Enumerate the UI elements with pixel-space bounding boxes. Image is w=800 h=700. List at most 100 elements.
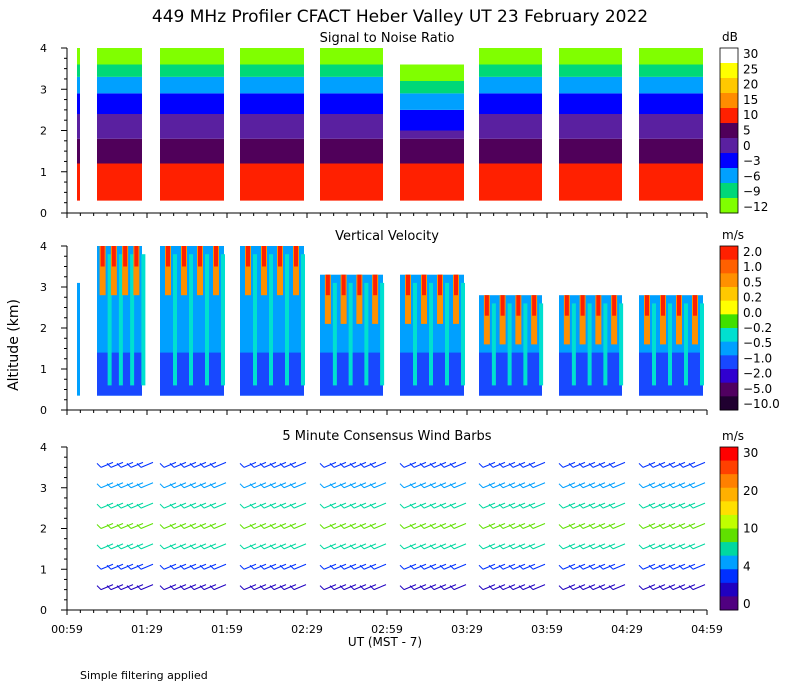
wind-barb-flag	[668, 544, 674, 550]
wind-barb	[532, 482, 546, 489]
snr-strip-cell	[77, 64, 80, 77]
wind-barb	[343, 523, 357, 529]
wind-barb-flag	[319, 544, 325, 550]
wind-barb-flag	[136, 564, 142, 570]
wind-barb-flag	[106, 564, 112, 570]
wind-barb-flag	[279, 483, 285, 489]
wind-barb	[323, 461, 337, 468]
wind-barb-flag	[259, 564, 265, 570]
wind-barb	[413, 461, 427, 468]
wind-barb	[453, 502, 467, 509]
snr-cell	[240, 64, 304, 77]
wind-barb-flag	[329, 524, 335, 529]
wind-barb	[413, 563, 427, 570]
wind-barb-flag	[638, 463, 644, 468]
wind-barb-flag	[429, 483, 435, 489]
wind-barb	[492, 523, 506, 529]
velocity-cell	[571, 303, 576, 386]
snr-cell	[559, 76, 622, 94]
updraft-cell	[340, 274, 347, 324]
wind-barb	[130, 563, 144, 570]
snr-strip-cell	[77, 114, 80, 139]
colorbar-swatch	[720, 460, 738, 475]
wind-barb	[373, 461, 387, 468]
wind-barb-flag	[359, 463, 365, 468]
wind-barb-flag	[249, 463, 255, 468]
snr-cell	[320, 163, 383, 201]
wind-barb	[662, 543, 676, 550]
wind-barb-flag	[169, 463, 175, 468]
wind-barb-flag	[498, 585, 504, 590]
colorbar-label: 2.0	[743, 245, 762, 259]
velocity-cell	[491, 303, 496, 386]
wind-barb	[130, 482, 144, 489]
velocity-cell	[429, 282, 433, 386]
wind-barb-flag	[568, 524, 574, 529]
snr-cell	[559, 138, 622, 164]
wind-barb-flag	[528, 463, 534, 468]
wind-barb	[253, 461, 267, 468]
wind-barb	[522, 482, 536, 489]
wind-barb	[173, 584, 187, 591]
updraft-cell	[133, 246, 140, 296]
wind-barb-flag	[399, 585, 405, 590]
updraft-cell	[644, 295, 650, 345]
wind-barb	[353, 502, 367, 509]
plot-area	[77, 48, 703, 201]
snr-cell	[559, 64, 622, 77]
wind-barb	[140, 584, 154, 591]
wind-barb	[130, 584, 144, 591]
snr-cell	[240, 76, 304, 94]
updraft-cell	[111, 246, 116, 267]
wind-barb	[572, 584, 586, 591]
wind-barb-flag	[508, 503, 514, 509]
y-tick-label: 1	[40, 563, 47, 576]
wind-barb	[642, 523, 656, 529]
wind-barb-flag	[249, 503, 255, 509]
colorbar-swatch	[720, 259, 738, 274]
wind-barb	[433, 584, 447, 591]
wind-barb-flag	[638, 483, 644, 489]
wind-barb-flag	[269, 463, 275, 468]
y-tick-label: 3	[40, 281, 47, 294]
wind-barb-flag	[116, 524, 122, 529]
wind-barb-flag	[189, 524, 195, 529]
wind-barb	[692, 523, 706, 529]
wind-barb	[253, 563, 267, 570]
wind-barb-flag	[449, 564, 455, 570]
wind-barb-flag	[179, 524, 185, 529]
colorbar-label: −3	[743, 154, 761, 168]
wind-barb	[193, 482, 207, 489]
colorbar: m/s 2.01.00.5 0.20.0−0.2−0.5−1.0 −2.0−5.0−1…	[719, 228, 780, 411]
wind-barb-flag	[498, 463, 504, 468]
wind-barb	[443, 543, 457, 550]
wind-barb	[562, 543, 576, 550]
velocity-cell	[118, 254, 123, 386]
wind-barb-flag	[96, 544, 102, 550]
snr-cell	[97, 76, 142, 94]
wind-barb	[662, 502, 676, 509]
footnote: Simple filtering applied	[80, 669, 208, 682]
velocity-cell	[205, 254, 209, 386]
wind-barb-flag	[116, 463, 122, 468]
wind-barb	[283, 543, 297, 550]
snr-cell	[639, 64, 703, 77]
updraft-cell	[516, 295, 521, 316]
colorbar-label: −0.5	[743, 336, 772, 350]
wind-barb-flag	[239, 544, 245, 550]
wind-barb-flag	[169, 544, 175, 550]
wind-barb	[562, 523, 576, 529]
colorbar-unit: m/s	[722, 429, 744, 443]
y-tick-label: 2	[40, 322, 47, 335]
wind-barb	[343, 461, 357, 468]
wind-barb-flag	[528, 524, 534, 529]
wind-barb-flag	[488, 463, 494, 468]
wind-barb	[692, 482, 706, 489]
panel-title: Signal to Noise Ratio	[320, 31, 455, 46]
wind-barb	[163, 502, 177, 509]
wind-barb-flag	[209, 483, 215, 489]
y-tick-label: 4	[40, 240, 47, 253]
wind-barb	[612, 543, 626, 550]
wind-barb	[612, 482, 626, 489]
wind-barb	[592, 502, 606, 509]
